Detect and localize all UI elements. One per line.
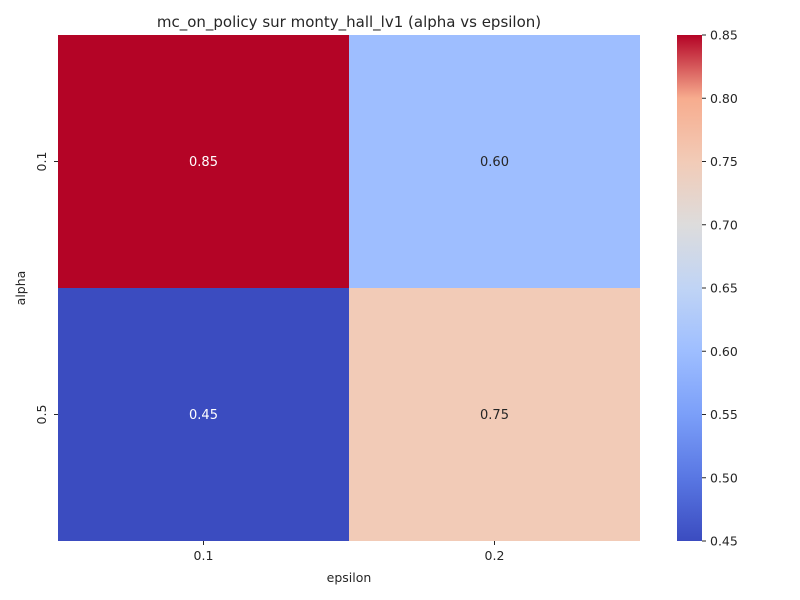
heatmap-cells [58,35,640,541]
heatmap-cell [58,35,349,288]
y-tick-label: 0.1 [34,152,49,172]
heatmap-cell [349,288,640,541]
chart-title: mc_on_policy sur monty_hall_lv1 (alpha v… [157,13,541,32]
heatmap-cell-labels: 0.85 0.60 0.45 0.75 [189,155,509,423]
heatmap-cell-value: 0.45 [189,408,218,423]
colorbar [677,35,702,541]
colorbar-tick-label: 0.50 [710,470,738,485]
heatmap-cell-value: 0.85 [189,155,218,170]
colorbar-tick-label: 0.65 [710,281,738,296]
x-tick-label: 0.1 [194,548,214,563]
colorbar-tick-label: 0.75 [710,154,738,169]
colorbar-tick-label: 0.70 [710,217,738,232]
colorbar-tick-label: 0.80 [710,91,738,106]
colorbar-tick-label: 0.85 [710,28,738,43]
y-axis-label: alpha [13,271,28,306]
x-axis-label: epsilon [327,570,372,585]
x-tick-label: 0.2 [485,548,505,563]
colorbar-tick-label: 0.60 [710,344,738,359]
y-tick-label: 0.5 [34,405,49,425]
heatmap-cell [58,288,349,541]
colorbar-tick-label: 0.45 [710,534,738,549]
heatmap-cell-value: 0.75 [480,408,509,423]
colorbar-tick-label: 0.55 [710,407,738,422]
colorbar-ticks: 0.45 0.50 0.55 0.60 0.65 0.70 0.75 0.80 0.85 [702,28,738,549]
heatmap-cell-value: 0.60 [480,155,509,170]
x-axis-ticks: 0.1 0.2 [194,541,505,563]
heatmap-cell [349,35,640,288]
y-axis-ticks: 0.1 0.5 [34,152,58,425]
